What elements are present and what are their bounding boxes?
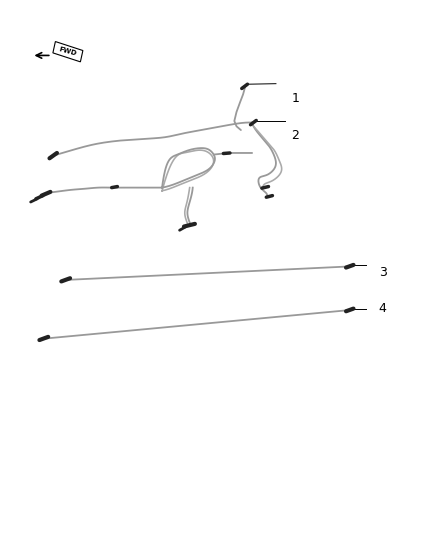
Text: 1: 1 <box>291 92 299 105</box>
Polygon shape <box>53 42 83 62</box>
Text: 2: 2 <box>291 130 299 142</box>
Text: FWD: FWD <box>58 46 78 56</box>
Text: 4: 4 <box>379 302 387 314</box>
Text: 3: 3 <box>379 266 387 279</box>
